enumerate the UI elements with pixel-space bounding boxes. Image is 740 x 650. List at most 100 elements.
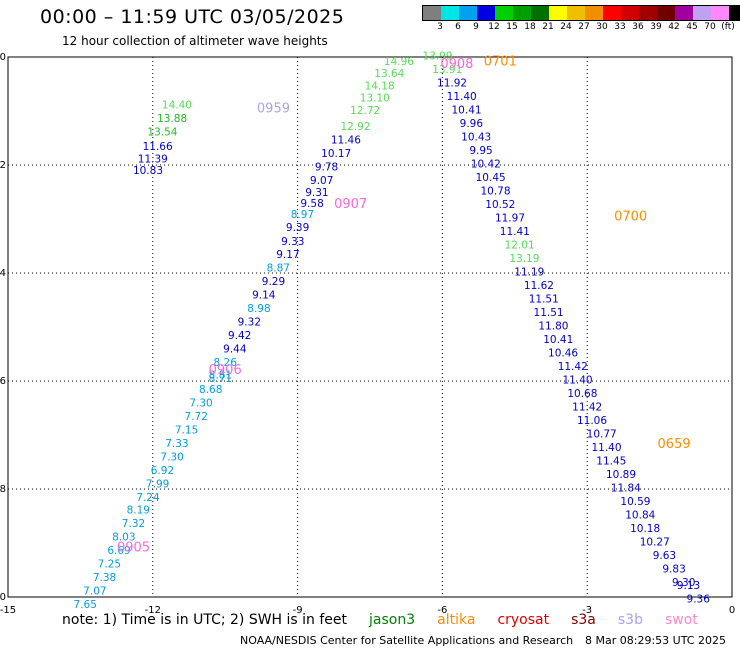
legend-label: 18 — [524, 22, 536, 32]
swh-value: 7.38 — [93, 572, 116, 584]
legend-swatch — [495, 6, 513, 20]
swh-value: 10.27 — [640, 537, 670, 549]
swh-value: 10.59 — [620, 496, 650, 508]
swh-value: 11.41 — [500, 226, 530, 238]
swh-value: 9.44 — [223, 343, 247, 355]
swh-value: 7.30 — [189, 397, 212, 409]
pass-time-label: 0906 — [209, 363, 242, 378]
swh-value: 13.88 — [157, 113, 187, 125]
swh-value: 11.84 — [611, 483, 641, 495]
legend-swatch — [585, 6, 603, 20]
swh-value: 9.39 — [286, 222, 309, 234]
swh-value: 9.17 — [276, 249, 299, 261]
satellite-label: swot — [664, 612, 698, 628]
swh-value: 13.10 — [360, 92, 390, 104]
swh-value: 9.30 — [672, 577, 695, 589]
satellite-label: altika — [437, 612, 476, 628]
footer-timestamp: 8 Mar 08:29:53 UTC 2025 — [585, 634, 726, 647]
pass-time-label: 0959 — [257, 101, 290, 116]
swh-value: 10.41 — [452, 105, 482, 117]
page-subtitle: 12 hour collection of altimeter wave hei… — [62, 34, 328, 48]
y-tick-label: -50 — [0, 52, 6, 63]
swh-value: 8.19 — [127, 504, 150, 516]
legend-swatch — [711, 6, 729, 20]
swh-value: 7.32 — [122, 518, 145, 530]
swh-value: 10.52 — [485, 199, 515, 211]
swh-value: 13.99 — [423, 51, 453, 63]
swh-value: 9.96 — [460, 118, 484, 130]
map-grid — [7, 56, 733, 598]
swh-value: 10.84 — [625, 510, 655, 522]
swh-value: 8.68 — [199, 384, 222, 396]
x-tick-label: 0 — [729, 605, 735, 616]
swh-value: 7.72 — [185, 411, 208, 423]
axis-ticks: -15 -12 -9 -6 -3 0 -50 -52 -54 -56 -58 -60 — [0, 52, 735, 616]
legend-label: 36 — [632, 22, 644, 32]
swh-value: 9.78 — [315, 161, 338, 173]
legend-swatch — [423, 6, 441, 20]
swh-value: 11.40 — [591, 442, 621, 454]
swh-value: 8.26 — [214, 357, 238, 369]
y-tick-label: -56 — [0, 376, 6, 387]
swh-value: 10.41 — [543, 334, 573, 346]
legend-swatch — [441, 6, 459, 20]
swh-value: 7.15 — [175, 424, 198, 436]
legend-swatch — [639, 6, 657, 20]
note-line: note: 1) Time is in UTC; 2) SWH is in fe… — [62, 612, 698, 628]
swh-value: 11.39 — [138, 153, 168, 165]
swh-value: 6.69 — [107, 545, 130, 557]
swh-value: 11.06 — [577, 415, 607, 427]
swh-value: 11.97 — [495, 213, 525, 225]
legend-swatch — [549, 6, 567, 20]
satellite-legend: jason3 altika cryosat s3a s3b swot — [347, 612, 698, 628]
swh-value: 11.45 — [596, 456, 626, 468]
legend-swatch — [693, 6, 711, 20]
swh-value: 10.45 — [476, 172, 506, 184]
y-tick-label: -60 — [0, 592, 6, 603]
legend-label: 70 — [704, 22, 716, 32]
note-text: note: 1) Time is in UTC; 2) SWH is in fe… — [62, 612, 348, 628]
legend-label: 30 — [596, 22, 608, 32]
swh-value: 9.83 — [662, 564, 685, 576]
legend-label: 9 — [473, 22, 479, 32]
footer-credit: NOAA/NESDIS Center for Satellite Applica… — [240, 634, 574, 647]
swh-value: 11.62 — [524, 280, 554, 292]
swh-value: 13.19 — [509, 253, 539, 265]
legend-label: 3 — [437, 22, 443, 32]
swh-value: 11.19 — [514, 267, 544, 279]
legend-swatch — [513, 6, 531, 20]
swh-value: 9.33 — [281, 236, 304, 248]
swh-value: 8.97 — [291, 209, 314, 221]
swh-value: 12.01 — [505, 240, 535, 252]
legend-swatch — [567, 6, 585, 20]
swh-value: 12.72 — [350, 105, 380, 117]
swh-value: 9.13 — [677, 580, 700, 592]
legend-swatch — [675, 6, 693, 20]
pass-time-label: 0701 — [484, 54, 517, 69]
swh-value: 10.83 — [133, 165, 163, 177]
swh-value: 10.43 — [461, 132, 491, 144]
y-tick-label: -54 — [0, 268, 6, 279]
pass-time-label: 0700 — [614, 209, 647, 224]
legend-label: 15 — [506, 22, 518, 32]
y-tick-label: -52 — [0, 160, 6, 171]
swh-value: 10.46 — [548, 348, 578, 360]
legend-label: 6 — [455, 22, 461, 32]
legend-label: 33 — [614, 22, 626, 32]
x-tick-label: -9 — [293, 605, 303, 616]
legend-swatch — [657, 6, 675, 20]
satellite-label: cryosat — [497, 612, 550, 628]
swh-value: 10.78 — [480, 186, 510, 198]
swh-value: 7.24 — [136, 492, 160, 504]
swh-value: 10.68 — [567, 388, 597, 400]
swh-value: 9.07 — [310, 175, 333, 187]
swh-value: 11.51 — [534, 307, 564, 319]
swh-value: 9.42 — [228, 330, 251, 342]
legend-swatch — [531, 6, 549, 20]
swh-value: 9.63 — [653, 550, 676, 562]
swh-value: 11.42 — [572, 402, 602, 414]
swh-value: 11.66 — [143, 141, 173, 153]
swh-value: 8.03 — [112, 531, 135, 543]
